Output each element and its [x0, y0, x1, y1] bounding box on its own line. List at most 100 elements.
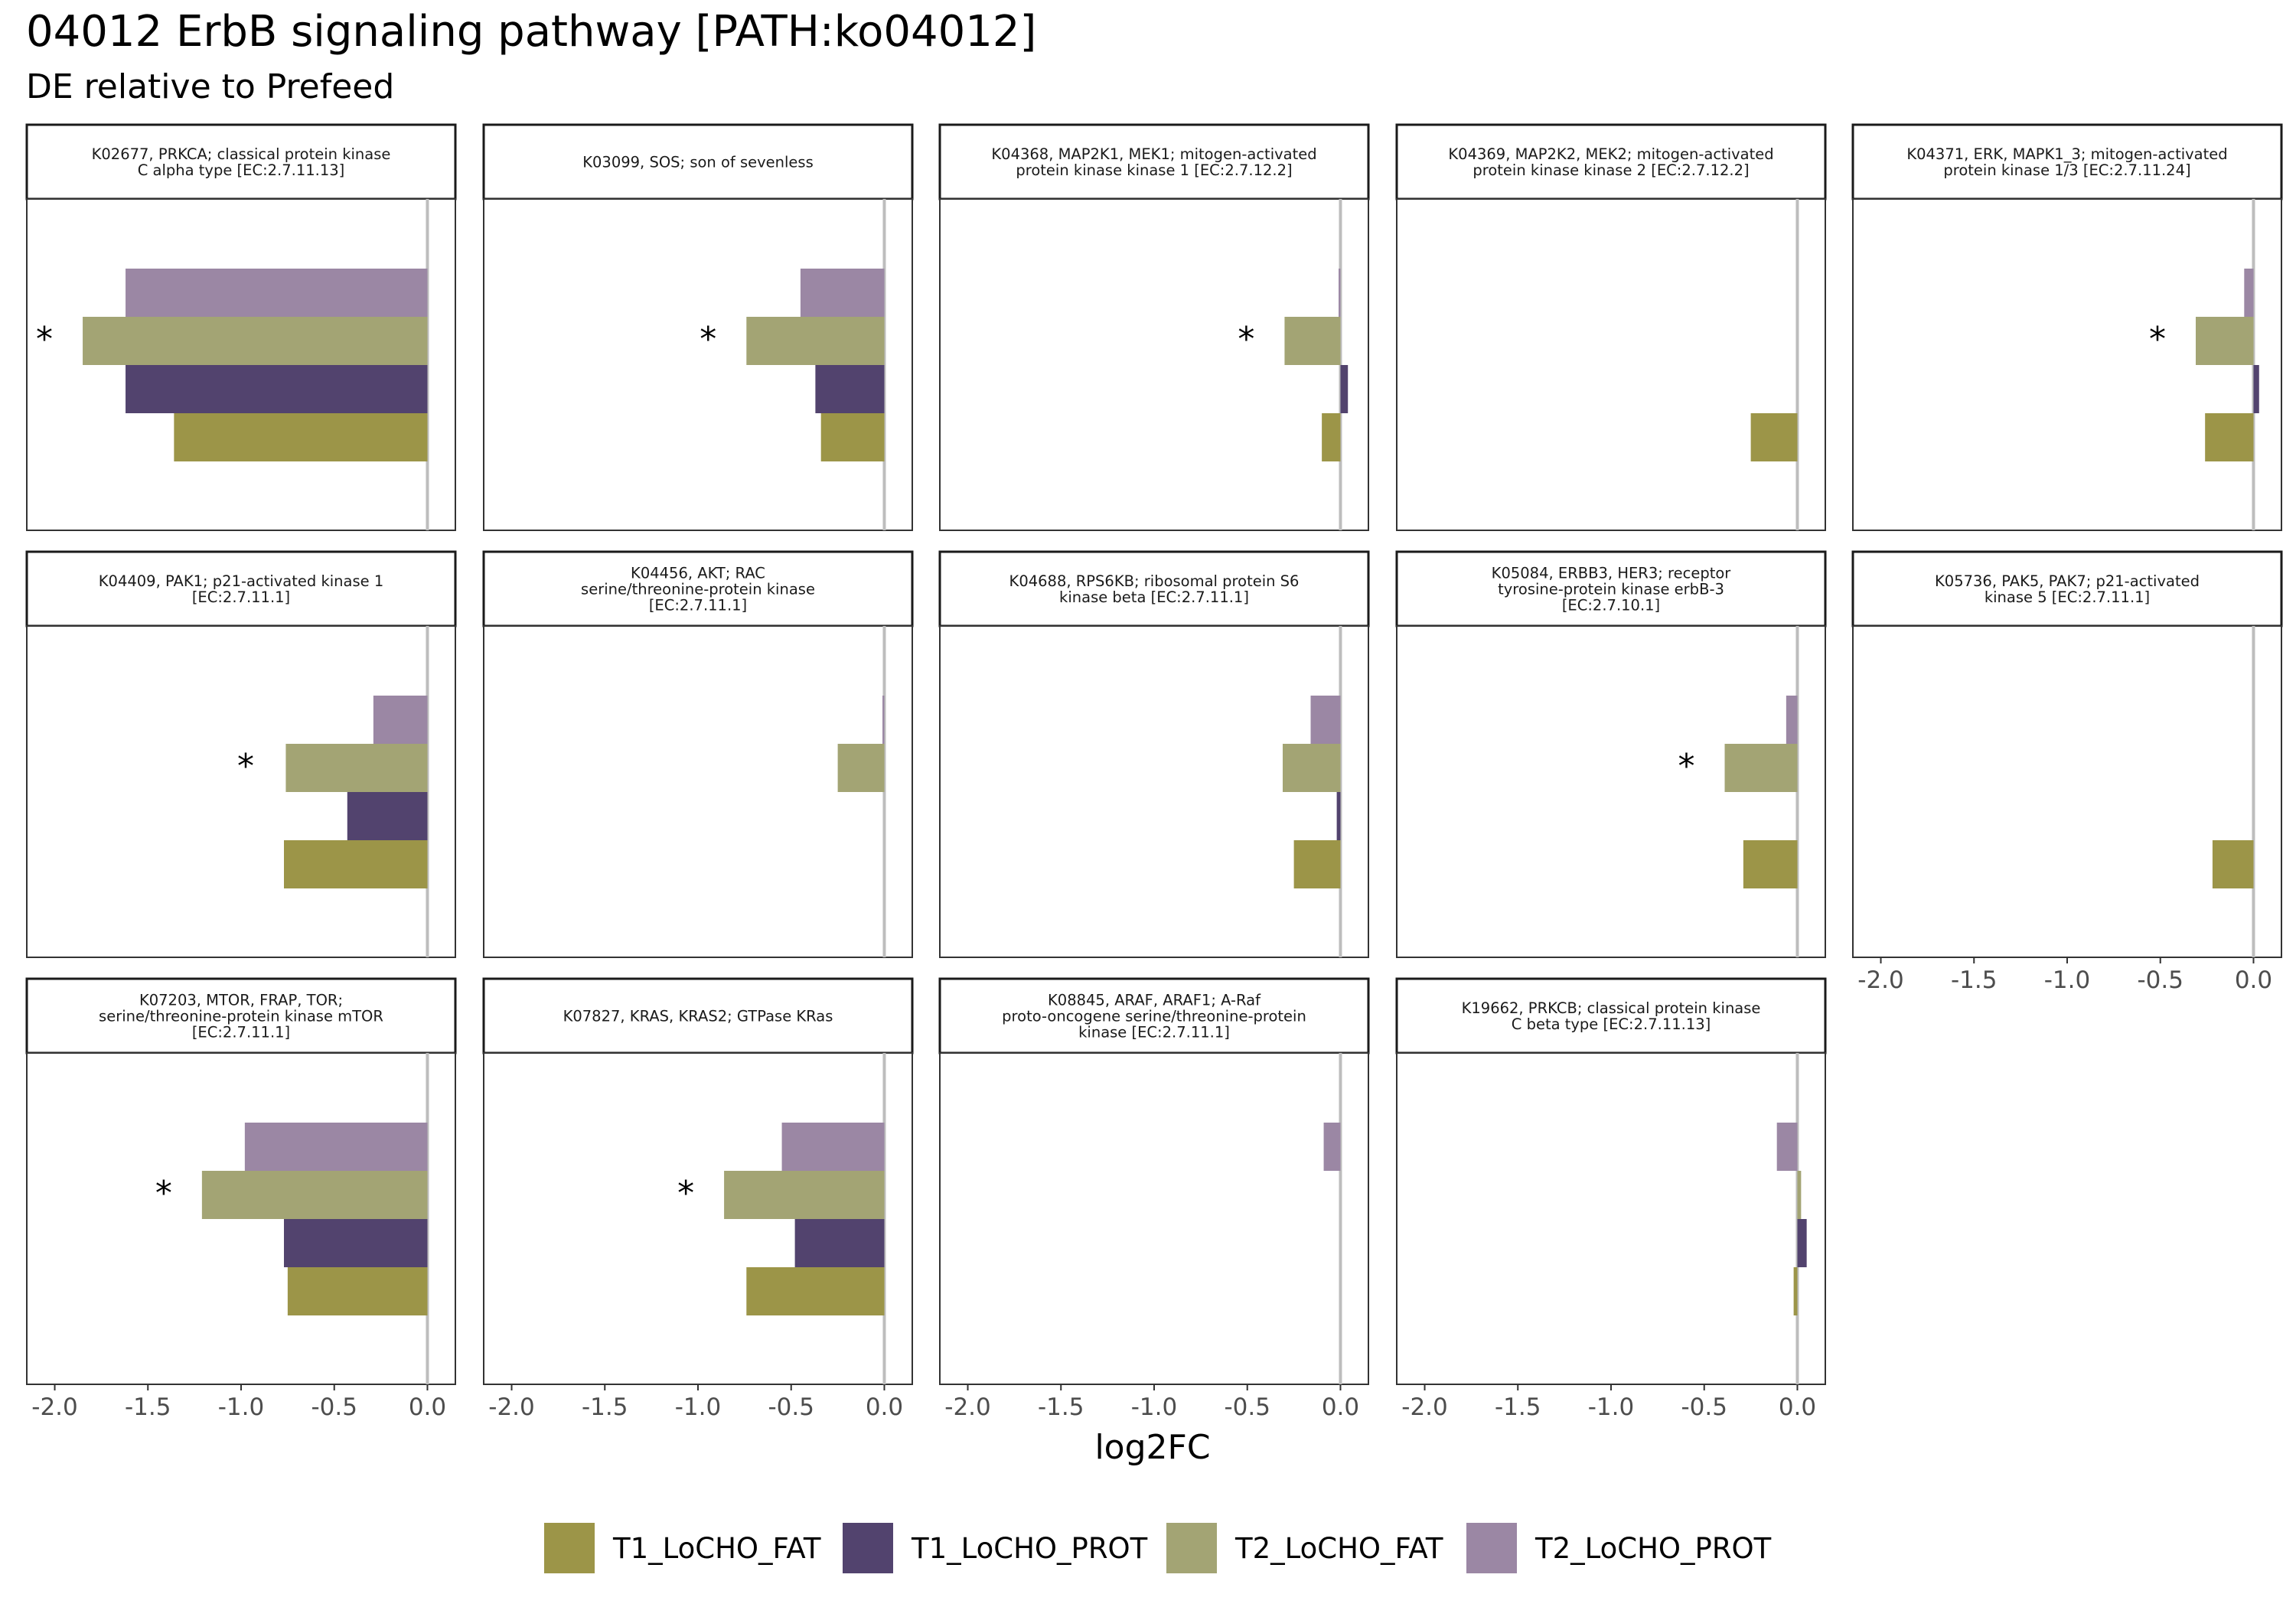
- facet-label: serine/threonine-protein kinase mTOR: [99, 1008, 383, 1025]
- plot-area: [1396, 1052, 1826, 1385]
- significance-marker: *: [700, 320, 716, 359]
- bar: [373, 696, 428, 744]
- bar: [1293, 840, 1341, 888]
- bar: [1284, 317, 1341, 365]
- x-tick-label: -0.5: [2137, 966, 2183, 994]
- bar: [1786, 696, 1798, 744]
- x-tick-label: -0.5: [768, 1393, 814, 1421]
- x-tick-label: -2.0: [1401, 1393, 1448, 1421]
- facet-strip: [1395, 550, 1827, 627]
- facet-label: K19662, PRKCB; classical protein kinase: [1462, 999, 1761, 1017]
- facet-strip: [1395, 123, 1827, 200]
- facet-panel: K02677, PRKCA; classical protein kinaseC…: [25, 123, 457, 531]
- x-tick-label: -1.5: [125, 1393, 171, 1421]
- bar: [287, 1267, 428, 1315]
- x-tick-label: 0.0: [1779, 1393, 1816, 1421]
- bar: [284, 840, 428, 888]
- significance-marker: *: [36, 320, 53, 359]
- facet-label: protein kinase kinase 2 [EC:2.7.12.2]: [1473, 161, 1749, 179]
- facet-panel: K07203, MTOR, FRAP, TOR;serine/threonine…: [25, 977, 457, 1421]
- facet-strip: [25, 550, 457, 627]
- facet-label: C alpha type [EC:2.7.11.13]: [138, 161, 345, 179]
- x-tick-label: -0.5: [1681, 1393, 1727, 1421]
- x-tick-label: -1.0: [1131, 1393, 1178, 1421]
- facet-label: K07827, KRAS, KRAS2; GTPase KRas: [563, 1008, 833, 1025]
- x-tick-label: -1.0: [2044, 966, 2091, 994]
- facet-panel: K04456, AKT; RACserine/threonine-protein…: [482, 550, 914, 958]
- facet-label: [EC:2.7.11.1]: [192, 1024, 290, 1041]
- legend-item: T2_LoCHO_PROT: [1466, 1523, 1772, 1573]
- legend-label: T2_LoCHO_PROT: [1534, 1532, 1772, 1565]
- legend-item: T1_LoCHO_FAT: [544, 1523, 821, 1573]
- x-tick-label: -1.0: [218, 1393, 265, 1421]
- facet-label: protein kinase 1/3 [EC:2.7.11.24]: [1943, 161, 2190, 179]
- bar: [800, 269, 885, 317]
- legend-swatch: [1166, 1523, 1217, 1573]
- significance-marker: *: [1678, 747, 1695, 786]
- x-tick-label: 0.0: [866, 1393, 903, 1421]
- facet-panel: K19662, PRKCB; classical protein kinaseC…: [1395, 977, 1827, 1421]
- x-tick-label: -0.5: [1224, 1393, 1270, 1421]
- facet-panel: K05736, PAK5, PAK7; p21-activatedkinase …: [1851, 550, 2283, 994]
- facet-label: K04369, MAP2K2, MEK2; mitogen-activated: [1448, 145, 1773, 163]
- bar: [126, 365, 428, 413]
- facet-label: K05736, PAK5, PAK7; p21-activated: [1935, 572, 2200, 590]
- facet-panel: K05084, ERBB3, HER3; receptortyrosine-pr…: [1395, 550, 1827, 958]
- facet-label: K04688, RPS6KB; ribosomal protein S6: [1009, 572, 1300, 590]
- facet-panel: K08845, ARAF, ARAF1; A-Rafproto-oncogene…: [938, 977, 1370, 1421]
- bar: [1340, 365, 1349, 413]
- facet-label: [EC:2.7.11.1]: [192, 588, 290, 606]
- legend: T1_LoCHO_FAT T1_LoCHO_PROT T2_LoCHO_FAT T2_…: [544, 1523, 1772, 1573]
- bar: [815, 365, 885, 413]
- facet-panel: K04688, RPS6KB; ribosomal protein S6kina…: [938, 550, 1370, 958]
- facet-panel: K04409, PAK1; p21-activated kinase 1[EC:…: [25, 550, 457, 958]
- significance-marker: *: [677, 1174, 694, 1213]
- bar: [1797, 1171, 1802, 1219]
- facet-strip: [25, 977, 457, 1054]
- x-tick-label: -2.0: [31, 1393, 78, 1421]
- bar: [2196, 317, 2254, 365]
- facet-label: K07203, MTOR, FRAP, TOR;: [139, 992, 343, 1009]
- facet-label: K03099, SOS; son of sevenless: [582, 154, 814, 171]
- bar: [1310, 696, 1341, 744]
- facet-strip: [938, 123, 1370, 200]
- legend-swatch: [843, 1523, 893, 1573]
- bar: [285, 744, 428, 792]
- facet-panel: K04368, MAP2K1, MEK1; mitogen-activatedp…: [938, 123, 1370, 531]
- bar: [746, 1267, 885, 1315]
- facet-label: K02677, PRKCA; classical protein kinase: [92, 145, 391, 163]
- x-tick-label: -2.0: [944, 1393, 991, 1421]
- facet-strip: [938, 550, 1370, 627]
- facet-strip: [1851, 550, 2283, 627]
- legend-swatch: [1466, 1523, 1517, 1573]
- facet-label: proto-oncogene serine/threonine-protein: [1002, 1008, 1306, 1025]
- facet-label: kinase 5 [EC:2.7.11.1]: [1985, 588, 2150, 606]
- facet-strip: [1851, 123, 2283, 200]
- significance-marker: *: [237, 747, 254, 786]
- facet-strip: [482, 550, 914, 627]
- legend-label: T1_LoCHO_PROT: [911, 1532, 1148, 1565]
- bar: [174, 413, 428, 461]
- legend-label: T2_LoCHO_FAT: [1234, 1532, 1443, 1565]
- facet-label: K05084, ERBB3, HER3; receptor: [1492, 565, 1732, 582]
- x-tick-label: -1.5: [1038, 1393, 1084, 1421]
- facet-strip: [1395, 977, 1827, 1054]
- chart-title: 04012 ErbB signaling pathway [PATH:ko040…: [26, 7, 1036, 57]
- legend-item: T1_LoCHO_PROT: [843, 1523, 1148, 1573]
- facet-label: K08845, ARAF, ARAF1; A-Raf: [1048, 992, 1261, 1009]
- bar: [1797, 1219, 1807, 1267]
- facet-label: K04456, AKT; RAC: [631, 565, 765, 582]
- bar: [837, 744, 885, 792]
- x-tick-label: -1.5: [582, 1393, 628, 1421]
- x-tick-label: -1.0: [675, 1393, 722, 1421]
- bar: [126, 269, 428, 317]
- facet-label: tyrosine-protein kinase erbB-3: [1498, 581, 1724, 598]
- legend-swatch: [544, 1523, 595, 1573]
- facet-panel: K07827, KRAS, KRAS2; GTPase KRas * -2.0 -1.…: [482, 977, 914, 1421]
- bar: [201, 1171, 428, 1219]
- x-tick-label: 0.0: [409, 1393, 446, 1421]
- bar: [244, 1123, 428, 1171]
- bar: [1323, 1123, 1341, 1171]
- facet-label: kinase [EC:2.7.11.1]: [1078, 1024, 1230, 1041]
- bar: [1793, 1267, 1798, 1315]
